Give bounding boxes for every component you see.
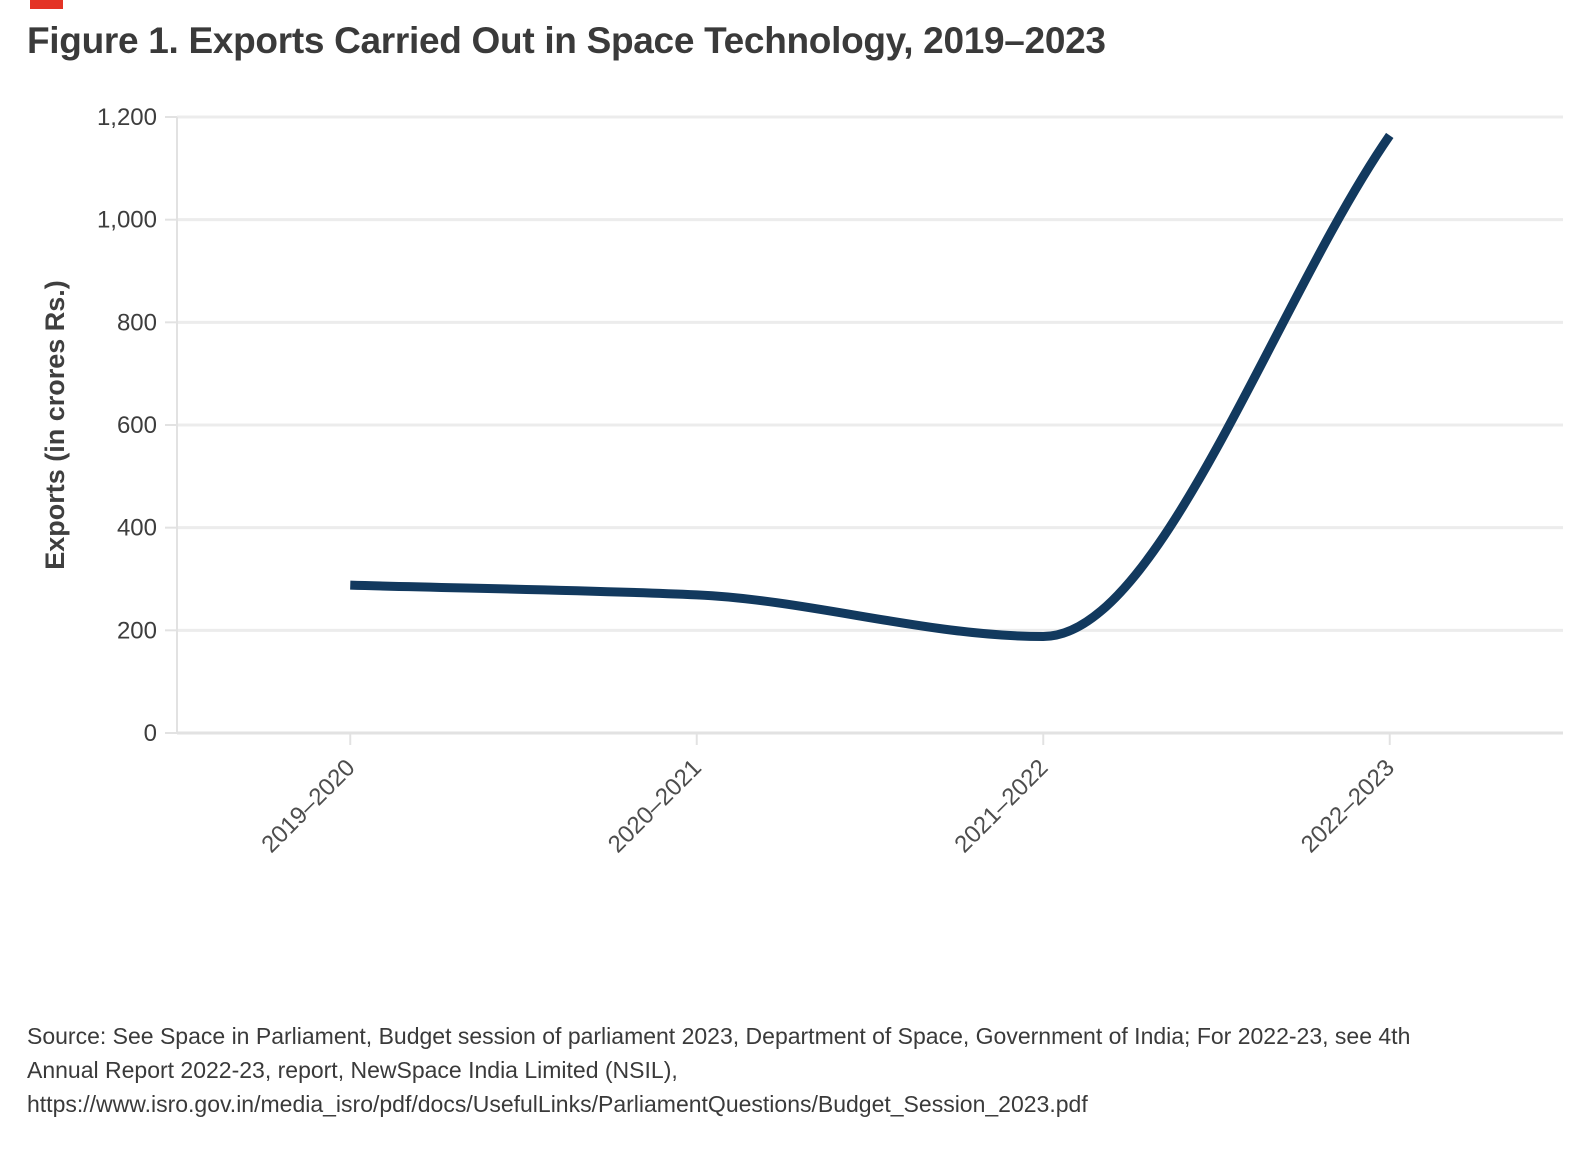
y-axis-title: Exports (in crores Rs.) bbox=[40, 280, 70, 570]
y-tick-label: 1,200 bbox=[97, 104, 157, 131]
y-tick-label: 0 bbox=[144, 720, 157, 747]
source-line-1: Source: See Space in Parliament, Budget … bbox=[27, 1023, 1411, 1049]
x-tick-label: 2021–2022 bbox=[949, 754, 1053, 858]
y-tick-label: 600 bbox=[117, 412, 157, 439]
source-line-2: Annual Report 2022-23, report, NewSpace … bbox=[27, 1057, 678, 1083]
x-tick-label: 2022–2023 bbox=[1296, 754, 1400, 858]
x-tick-label: 2020–2021 bbox=[603, 754, 707, 858]
y-tick-label: 1,000 bbox=[97, 207, 157, 234]
y-tick-label: 400 bbox=[117, 515, 157, 542]
exports-line bbox=[350, 132, 1394, 641]
source-line-3: https://www.isro.gov.in/media_isro/pdf/d… bbox=[27, 1091, 1088, 1117]
y-tick-label: 200 bbox=[117, 617, 157, 644]
source-text: Source: See Space in Parliament, Budget … bbox=[27, 1019, 1410, 1121]
y-tick-label: 800 bbox=[117, 309, 157, 336]
line-chart: 0 200 400 600 800 1,000 1,200 2019–2020 2020–202… bbox=[40, 104, 1563, 858]
figure-title: Figure 1. Exports Carried Out in Space T… bbox=[27, 20, 1106, 61]
x-tick-label: 2019–2020 bbox=[256, 754, 360, 858]
red-marker bbox=[30, 0, 63, 9]
